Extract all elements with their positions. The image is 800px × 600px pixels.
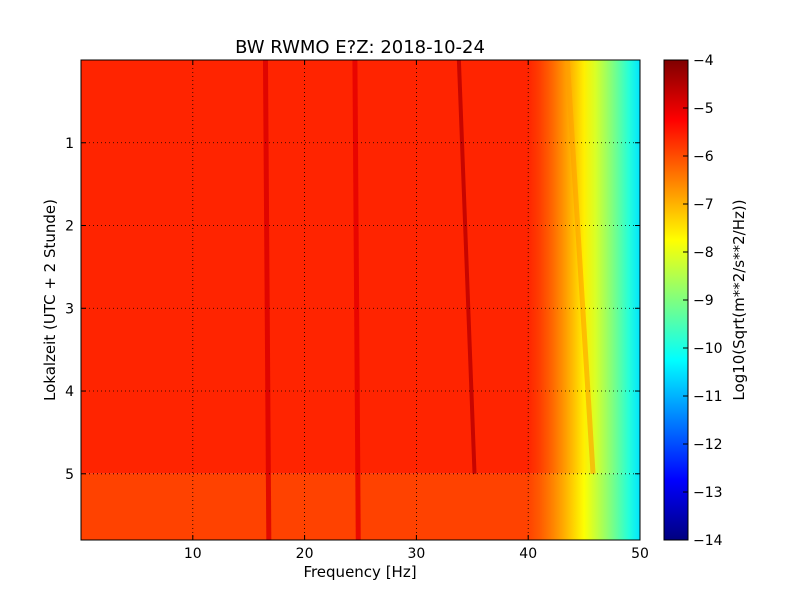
y-tick-label: 2 bbox=[65, 219, 74, 235]
colorbar-ticks: −4 −5 −6 −7 −8 −9 −10 −11 −12 −13 −14 bbox=[683, 53, 723, 549]
x-tick-label: 20 bbox=[296, 546, 314, 562]
y-axis-ticks: 1 2 3 4 5 bbox=[65, 136, 640, 483]
y-tick-label: 3 bbox=[65, 301, 74, 317]
spectral-line bbox=[564, 60, 596, 474]
colorbar-tick-label: −6 bbox=[693, 149, 714, 165]
colorbar-tick-label: −4 bbox=[693, 53, 714, 69]
x-axis-ticks: 10 20 30 40 50 bbox=[184, 60, 649, 562]
y-axis-label: Lokalzeit (UTC + 2 Stunde) bbox=[41, 199, 59, 401]
spectral-line bbox=[352, 60, 361, 540]
x-tick-label: 50 bbox=[631, 546, 649, 562]
grid-lines bbox=[81, 60, 640, 540]
colorbar-tick-label: −13 bbox=[693, 485, 723, 501]
colorbar-tick-label: −9 bbox=[693, 293, 714, 309]
colorbar-tick-label: −11 bbox=[693, 389, 723, 405]
spectral-line bbox=[456, 60, 477, 474]
x-tick-label: 40 bbox=[519, 546, 537, 562]
colorbar-tick-label: −14 bbox=[693, 533, 723, 549]
colorbar-tick-label: −5 bbox=[693, 101, 714, 117]
chart-title: BW RWMO E?Z: 2018-10-24 bbox=[235, 37, 485, 58]
x-tick-label: 30 bbox=[407, 546, 425, 562]
heatmap-segment-upper bbox=[81, 60, 640, 474]
heatmap-area bbox=[81, 60, 640, 540]
x-axis-label: Frequency [Hz] bbox=[303, 563, 416, 581]
colorbar-tick-label: −10 bbox=[693, 341, 723, 357]
y-tick-label: 4 bbox=[65, 384, 74, 400]
x-tick-label: 10 bbox=[184, 546, 202, 562]
spectral-line bbox=[262, 60, 272, 540]
colorbar-tick-label: −7 bbox=[693, 197, 714, 213]
y-tick-label: 1 bbox=[65, 136, 74, 152]
y-tick-label: 5 bbox=[65, 467, 74, 483]
colorbar-label: Log10(Sqrt(m**2/s**2/Hz)) bbox=[730, 199, 748, 400]
plot-frame bbox=[80, 59, 641, 541]
colorbar-tick-label: −8 bbox=[693, 245, 714, 261]
colorbar-tick-label: −12 bbox=[693, 437, 723, 453]
